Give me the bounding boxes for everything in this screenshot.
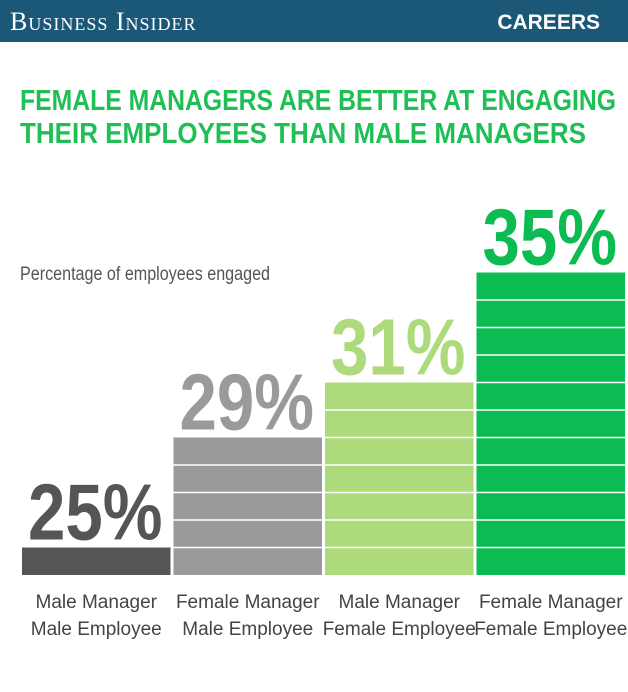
value-label: 29% [180, 358, 315, 447]
section: CAREERS [497, 11, 600, 34]
x-tick-label: Female Manager [479, 592, 623, 613]
x-tick-label: Male Employee [182, 619, 313, 640]
x-tick-label: Male Employee [31, 619, 162, 640]
chart-title: FEMALE MANAGERS ARE BETTER AT ENGAGING [20, 85, 616, 117]
x-tick-label: Female Manager [176, 592, 320, 613]
chart-subtitle: Percentage of employees engaged [20, 264, 270, 285]
bar [476, 272, 625, 575]
bar [325, 382, 474, 575]
brand: Business Insider [10, 7, 197, 36]
x-tick-label: Female Employee [323, 619, 476, 640]
bar [22, 547, 171, 575]
bar [173, 437, 322, 575]
chart-title: THEIR EMPLOYEES THAN MALE MANAGERS [20, 118, 586, 150]
value-label: 35% [483, 193, 618, 282]
value-label: 31% [331, 303, 466, 392]
header-bar [0, 0, 628, 42]
x-tick-label: Female Employee [474, 619, 627, 640]
x-tick-label: Male Manager [36, 592, 158, 613]
x-tick-label: Male Manager [339, 592, 461, 613]
value-label: 25% [28, 468, 163, 557]
